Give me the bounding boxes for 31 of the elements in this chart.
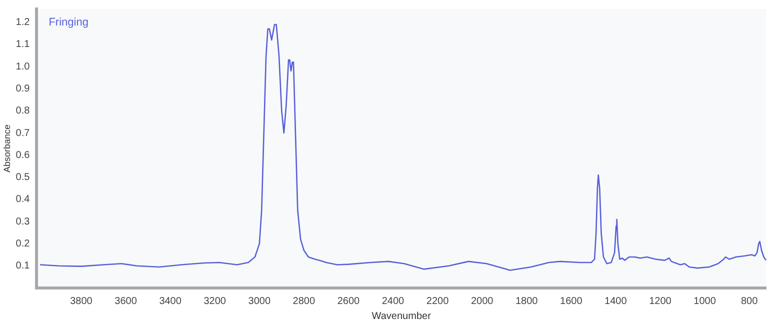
- x-tick-label: 1400: [604, 296, 628, 307]
- y-tick-label: 0.3: [16, 216, 30, 228]
- y-tick-label: 0.8: [16, 106, 30, 117]
- y-tick-label: 1.0: [16, 61, 30, 72]
- x-tick-label: 800: [740, 296, 758, 307]
- x-tick-label: 2800: [292, 296, 316, 307]
- x-tick-label: 2600: [337, 296, 360, 307]
- x-tick-label: 2200: [426, 296, 450, 307]
- y-tick-label: 0.7: [16, 128, 30, 139]
- x-tick-label: 3400: [159, 296, 182, 307]
- x-tick-label: 2400: [382, 296, 405, 307]
- x-tick-label: 1000: [694, 296, 716, 307]
- y-tick-label: 0.4: [16, 194, 30, 206]
- y-tick-label: 1.1: [16, 39, 30, 50]
- text: Fringing: [48, 16, 88, 29]
- y-tick-label: 0.5: [16, 172, 30, 184]
- x-tick-label: 3800: [70, 296, 93, 307]
- y-tick-label: 0.6: [16, 150, 30, 161]
- x-tick-label: 3600: [114, 296, 138, 307]
- x-tick-label: 1600: [560, 296, 583, 307]
- y-tick-label: 1.2: [16, 17, 30, 28]
- x-tick-label: 3000: [248, 296, 271, 307]
- x-tick-label: 3200: [204, 296, 226, 307]
- y-tick-label: 0.2: [16, 238, 30, 250]
- y-tick-label: 0.1: [16, 260, 30, 272]
- y-tick-label: 0.9: [16, 83, 30, 94]
- y-axis-title: Absorbance: [2, 124, 12, 173]
- x-tick-label: 1800: [515, 296, 538, 307]
- x-tick-label: 2000: [470, 296, 494, 307]
- x-axis-title: Wavenumber: [372, 310, 432, 322]
- x-tick-label: 1200: [649, 296, 672, 307]
